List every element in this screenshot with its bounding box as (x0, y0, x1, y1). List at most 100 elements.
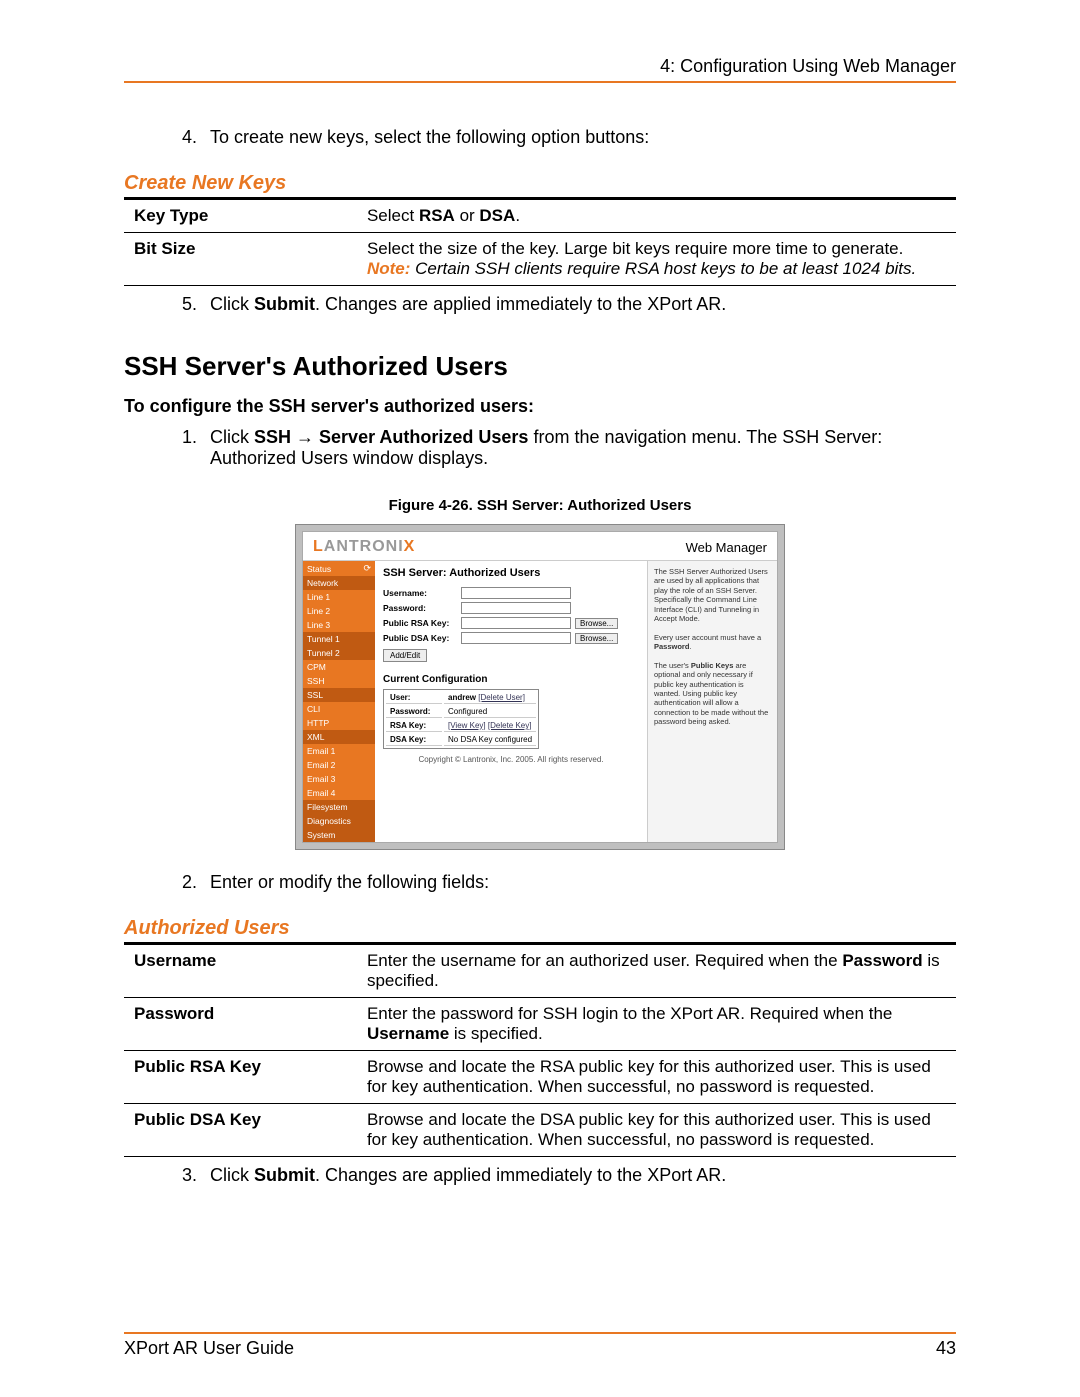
sidebar-item-email1[interactable]: Email 1 (303, 744, 375, 758)
username-input[interactable] (461, 587, 571, 599)
screenshot-body: Status⟳ Network Line 1 Line 2 Line 3 Tun… (303, 561, 777, 842)
configure-subhead: To configure the SSH server's authorized… (124, 396, 956, 417)
sidebar-item-tunnel2[interactable]: Tunnel 2 (303, 646, 375, 660)
add-edit-button[interactable]: Add/Edit (383, 649, 427, 662)
table-row: Public RSA Key Browse and locate the RSA… (124, 1051, 956, 1104)
help-p1: The SSH Server Authorized Users are used… (654, 567, 771, 623)
page-footer: XPort AR User Guide 43 (124, 1332, 956, 1359)
figure-caption: Figure 4-26. SSH Server: Authorized User… (124, 497, 956, 514)
bit-size-label: Bit Size (124, 233, 357, 286)
cc-pwd-v: Configured (444, 706, 536, 718)
dsa-input[interactable] (461, 632, 571, 644)
sidebar-item-ssh[interactable]: SSH (303, 674, 375, 688)
dsa-row: Public DSA Key: Browse... (383, 632, 639, 644)
txt: is specified. (449, 1024, 543, 1043)
current-config-table: User:andrew [Delete User] Password:Confi… (383, 689, 539, 749)
cc-user-v: andrew [Delete User] (444, 692, 536, 704)
cc-rsa-v: [View Key] [Delete Key] (444, 720, 536, 732)
sidebar-item-line2[interactable]: Line 2 (303, 604, 375, 618)
screenshot-title: SSH Server: Authorized Users (383, 567, 639, 579)
step-5-text: Click Submit. Changes are applied immedi… (210, 294, 956, 315)
au-password-desc: Enter the password for SSH login to the … (357, 998, 956, 1051)
view-key-link[interactable]: [View Key] (448, 721, 486, 730)
ssh-bold: SSH (254, 427, 291, 447)
note-text: Certain SSH clients require RSA host key… (410, 259, 916, 278)
key-type-desc: Select RSA or DSA. (357, 200, 956, 233)
step-2b: 2. Enter or modify the following fields: (182, 872, 956, 893)
txt: or (455, 206, 480, 225)
sidebar-item-system[interactable]: System (303, 828, 375, 842)
sidebar-item-status[interactable]: Status⟳ (303, 561, 375, 576)
sidebar-item-http[interactable]: HTTP (303, 716, 375, 730)
au-dsa-label: Public DSA Key (124, 1104, 357, 1157)
sidebar-item-email4[interactable]: Email 4 (303, 786, 375, 800)
step-4-num: 4. (182, 127, 210, 148)
table-row: Bit Size Select the size of the key. Lar… (124, 233, 956, 286)
cc-dsa-k: DSA Key: (386, 734, 442, 746)
txt: . Changes are applied immediately to the… (315, 294, 726, 314)
txt: Click (210, 1165, 254, 1185)
au-username-desc: Enter the username for an authorized use… (357, 945, 956, 998)
sidebar-item-ssl[interactable]: SSL (303, 688, 375, 702)
table-row: RSA Key:[View Key] [Delete Key] (386, 720, 536, 732)
username-row: Username: (383, 587, 639, 599)
sidebar-item-xml[interactable]: XML (303, 730, 375, 744)
submit-bold: Submit (254, 294, 315, 314)
rsa-bold: RSA (419, 206, 455, 225)
screenshot-main: SSH Server: Authorized Users Username: P… (375, 561, 647, 842)
step-2b-text: Enter or modify the following fields: (210, 872, 956, 893)
reload-icon[interactable]: ⟳ (363, 563, 371, 574)
submit-bold: Submit (254, 1165, 315, 1185)
rsa-row: Public RSA Key: Browse... (383, 617, 639, 629)
sidebar-item-cli[interactable]: CLI (303, 702, 375, 716)
cc-pwd-k: Password: (386, 706, 442, 718)
username-bold: Username (367, 1024, 449, 1043)
au-password-label: Password (124, 998, 357, 1051)
sidebar-item-line3[interactable]: Line 3 (303, 618, 375, 632)
step-5: 5. Click Submit. Changes are applied imm… (182, 294, 956, 315)
step-3b-num: 3. (182, 1165, 210, 1186)
dsa-browse-button[interactable]: Browse... (575, 633, 618, 644)
authorized-users-table: Username Enter the username for an autho… (124, 944, 956, 1157)
logo-l: L (313, 538, 324, 555)
table-row: Password:Configured (386, 706, 536, 718)
password-bold: Password (842, 951, 922, 970)
copyright-text: Copyright © Lantronix, Inc. 2005. All ri… (383, 749, 639, 768)
rsa-input[interactable] (461, 617, 571, 629)
sidebar-item-email3[interactable]: Email 3 (303, 772, 375, 786)
sidebar-item-network[interactable]: Network (303, 576, 375, 590)
sidebar-item-line1[interactable]: Line 1 (303, 590, 375, 604)
step-3b-text: Click Submit. Changes are applied immedi… (210, 1165, 956, 1186)
logo-mid: ANTRONI (324, 538, 404, 555)
username-label: Username: (383, 588, 461, 598)
delete-user-link[interactable]: [Delete User] (478, 693, 525, 702)
txt: are optional and only necessary if publi… (654, 661, 768, 726)
txt: Select (367, 206, 419, 225)
sidebar-item-email2[interactable]: Email 2 (303, 758, 375, 772)
table-row: Key Type Select RSA or DSA. (124, 200, 956, 233)
page-header: 4: Configuration Using Web Manager (124, 56, 956, 81)
sidebar-item-diagnostics[interactable]: Diagnostics (303, 814, 375, 828)
note-label: Note: (367, 259, 410, 278)
screenshot-nav: Status⟳ Network Line 1 Line 2 Line 3 Tun… (303, 561, 375, 842)
sidebar-item-cpm[interactable]: CPM (303, 660, 375, 674)
delete-key-link[interactable]: [Delete Key] (488, 721, 532, 730)
publickeys-bold: Public Keys (691, 661, 734, 670)
rsa-browse-button[interactable]: Browse... (575, 618, 618, 629)
sidebar-item-filesystem[interactable]: Filesystem (303, 800, 375, 814)
step-1b-text: Click SSH → Server Authorized Users from… (210, 427, 956, 469)
table-row: Username Enter the username for an autho… (124, 945, 956, 998)
table-row: User:andrew [Delete User] (386, 692, 536, 704)
authorized-users-heading: Authorized Users (124, 917, 956, 940)
password-input[interactable] (461, 602, 571, 614)
help-p3: The user's Public Keys are optional and … (654, 661, 771, 727)
txt: Click (210, 294, 254, 314)
cc-user-k: User: (386, 692, 442, 704)
sidebar-item-tunnel1[interactable]: Tunnel 1 (303, 632, 375, 646)
help-p2: Every user account must have a Password. (654, 633, 771, 652)
table-row: Password Enter the password for SSH logi… (124, 998, 956, 1051)
txt: Enter the username for an authorized use… (367, 951, 842, 970)
screenshot-header: LANTRONIX Web Manager (303, 532, 777, 561)
logo-x: X (404, 538, 416, 555)
sau-bold: Server Authorized Users (319, 427, 528, 447)
